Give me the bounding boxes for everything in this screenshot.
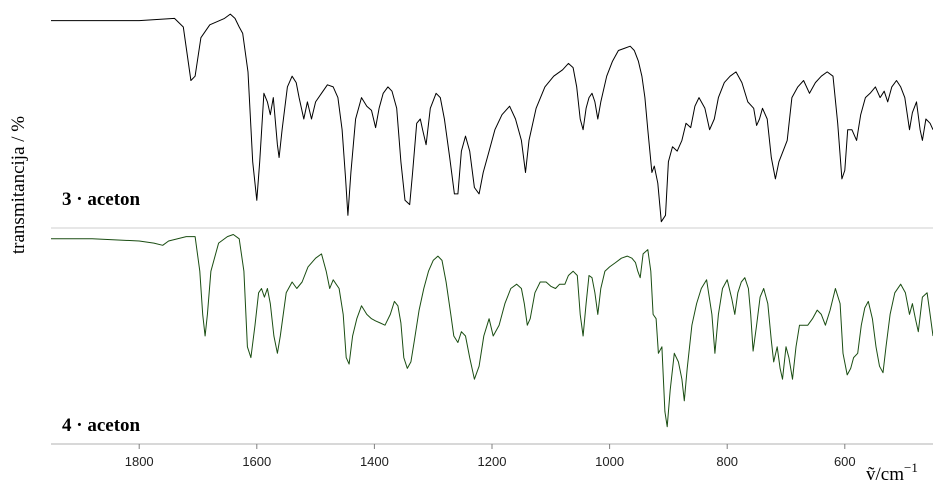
series-line-1 — [51, 13, 933, 223]
x-tick-label: 1000 — [595, 454, 624, 469]
x-axis-ticks: 1800 1600 1400 1200 1000 800 600 — [125, 444, 856, 469]
y-axis-title: transmitancija / % — [8, 116, 29, 254]
x-tick-label: 800 — [716, 454, 738, 469]
x-tick-label: 1600 — [242, 454, 271, 469]
x-tick-label: 1800 — [125, 454, 154, 469]
series-label-1: 3 · aceton — [62, 189, 141, 210]
x-tick-label: 1200 — [478, 454, 507, 469]
panel-series-2 — [51, 234, 933, 428]
panel-series-1 — [51, 13, 933, 223]
x-axis-title-base: ṽ/cm — [866, 464, 904, 485]
series-line-2 — [51, 234, 933, 428]
x-tick-label: 600 — [834, 454, 856, 469]
x-tick-label: 1400 — [360, 454, 389, 469]
series-label-2: 4 · aceton — [62, 415, 141, 436]
x-axis-title: ṽ/cm−1 — [866, 460, 918, 485]
x-axis-title-exponent: −1 — [904, 460, 918, 475]
